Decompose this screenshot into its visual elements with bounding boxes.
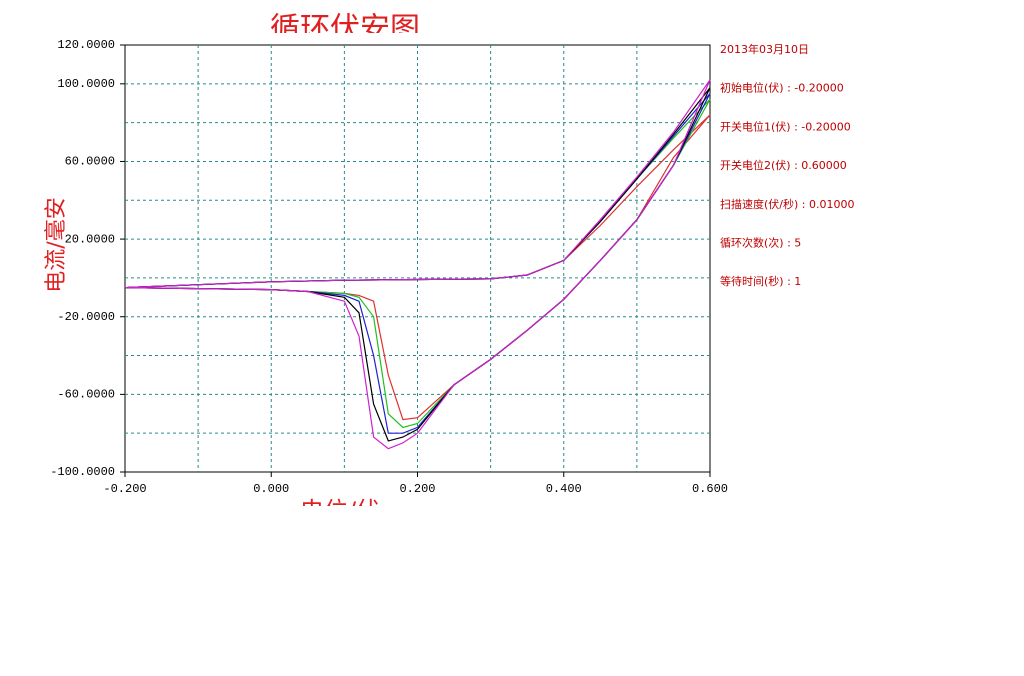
annotation: 初始电位(伏) : -0.20000: [720, 81, 844, 95]
y-tick-label: 120.0000: [57, 38, 115, 52]
x-tick-label: 0.000: [253, 482, 289, 496]
y-tick-label: -60.0000: [57, 388, 115, 402]
x-tick-label: 0.400: [546, 482, 582, 496]
x-tick-label: 0.600: [692, 482, 728, 496]
annotation: 循环次数(次) : 5: [720, 236, 801, 250]
x-tick-label: 0.200: [399, 482, 435, 496]
chart-title: 循环伏安图: [270, 12, 420, 47]
annotation: 开关电位1(伏) : -0.20000: [720, 119, 851, 133]
x-axis-label: 电位/伏: [300, 497, 380, 525]
y-tick-label: 60.0000: [65, 155, 115, 169]
y-tick-label: 100.0000: [57, 77, 115, 91]
annotation: 等待时间(秒) : 1: [720, 274, 801, 288]
y-axis-label: 电流/毫安: [44, 197, 69, 292]
y-tick-label: -20.0000: [57, 310, 115, 324]
series-line: [124, 79, 711, 450]
annotation: 2013年03月10日: [720, 42, 809, 56]
y-tick-label: 20.0000: [65, 232, 115, 246]
x-tick-label: -0.200: [103, 482, 146, 496]
annotation: 扫描速度(伏/秒) : 0.01000: [720, 197, 854, 211]
annotation: 开关电位2(伏) : 0.60000: [720, 158, 847, 172]
y-tick-label: -100.0000: [50, 465, 115, 479]
